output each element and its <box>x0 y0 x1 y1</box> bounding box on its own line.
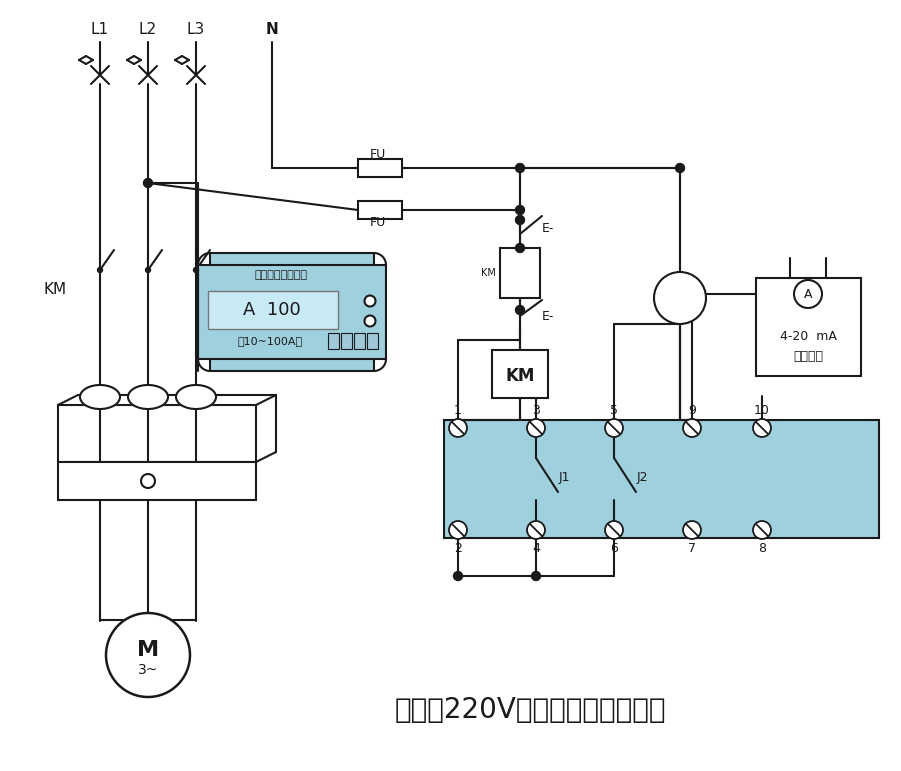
Text: FU: FU <box>370 216 387 228</box>
Circle shape <box>97 268 103 272</box>
Text: N: N <box>266 22 278 38</box>
Bar <box>500 248 540 298</box>
Bar <box>492 350 548 398</box>
Circle shape <box>753 419 771 437</box>
Text: 3: 3 <box>532 403 540 416</box>
Ellipse shape <box>128 385 168 409</box>
Text: 10: 10 <box>754 403 770 416</box>
Text: KM: KM <box>505 367 534 385</box>
Circle shape <box>605 521 623 539</box>
Text: L3: L3 <box>187 22 205 38</box>
Circle shape <box>676 163 685 173</box>
Circle shape <box>141 474 155 488</box>
Ellipse shape <box>176 385 216 409</box>
Text: 3~: 3~ <box>138 663 159 677</box>
Circle shape <box>753 521 771 539</box>
Circle shape <box>453 571 462 581</box>
Bar <box>358 201 402 219</box>
Circle shape <box>515 244 524 252</box>
Circle shape <box>654 272 706 324</box>
Text: 7: 7 <box>688 541 696 554</box>
Text: E-: E- <box>542 221 554 234</box>
Text: 8: 8 <box>758 541 766 554</box>
Text: FU: FU <box>370 147 387 160</box>
Text: 4: 4 <box>532 541 540 554</box>
Text: KM: KM <box>43 282 67 298</box>
Circle shape <box>449 521 467 539</box>
Text: 电流输出: 电流输出 <box>793 349 823 362</box>
Text: 电动机智能监控器: 电动机智能监控器 <box>254 270 307 280</box>
Bar <box>354 333 365 349</box>
Circle shape <box>365 315 376 326</box>
Text: 9: 9 <box>688 403 696 416</box>
Circle shape <box>194 268 198 272</box>
Circle shape <box>527 521 545 539</box>
Circle shape <box>515 216 524 224</box>
Circle shape <box>605 419 623 437</box>
Bar <box>210 253 374 371</box>
Bar <box>444 420 879 538</box>
Text: E-: E- <box>542 309 554 322</box>
Circle shape <box>145 268 150 272</box>
Text: 2: 2 <box>454 541 462 554</box>
Text: 4-20  mA: 4-20 mA <box>779 329 836 342</box>
Text: J2: J2 <box>636 472 648 484</box>
Circle shape <box>515 206 524 214</box>
Text: 5: 5 <box>610 403 618 416</box>
Text: M: M <box>137 640 159 660</box>
Bar <box>58 405 256 462</box>
Circle shape <box>532 571 541 581</box>
Circle shape <box>527 419 545 437</box>
Text: A: A <box>804 288 812 301</box>
Bar <box>358 159 402 177</box>
Text: （10~100A）: （10~100A） <box>238 336 303 346</box>
Bar <box>198 265 386 359</box>
Circle shape <box>794 280 822 308</box>
Bar <box>208 291 338 329</box>
Text: 1: 1 <box>454 403 462 416</box>
Bar <box>58 462 256 500</box>
Text: L1: L1 <box>91 22 109 38</box>
Text: A  100: A 100 <box>243 301 301 319</box>
Circle shape <box>449 419 467 437</box>
Circle shape <box>683 521 701 539</box>
Ellipse shape <box>80 385 120 409</box>
Bar <box>367 333 378 349</box>
Bar <box>756 278 861 376</box>
Circle shape <box>683 419 701 437</box>
Circle shape <box>143 179 152 187</box>
Text: L2: L2 <box>139 22 157 38</box>
Text: KM: KM <box>480 268 496 278</box>
Circle shape <box>365 295 376 307</box>
Circle shape <box>106 613 190 697</box>
Text: 分体（220V）带电流输出接线图: 分体（220V）带电流输出接线图 <box>395 696 666 724</box>
Bar <box>341 333 352 349</box>
Text: J1: J1 <box>559 472 569 484</box>
Circle shape <box>515 163 524 173</box>
Circle shape <box>515 305 524 315</box>
Bar <box>328 333 339 349</box>
Text: 6: 6 <box>610 541 618 554</box>
